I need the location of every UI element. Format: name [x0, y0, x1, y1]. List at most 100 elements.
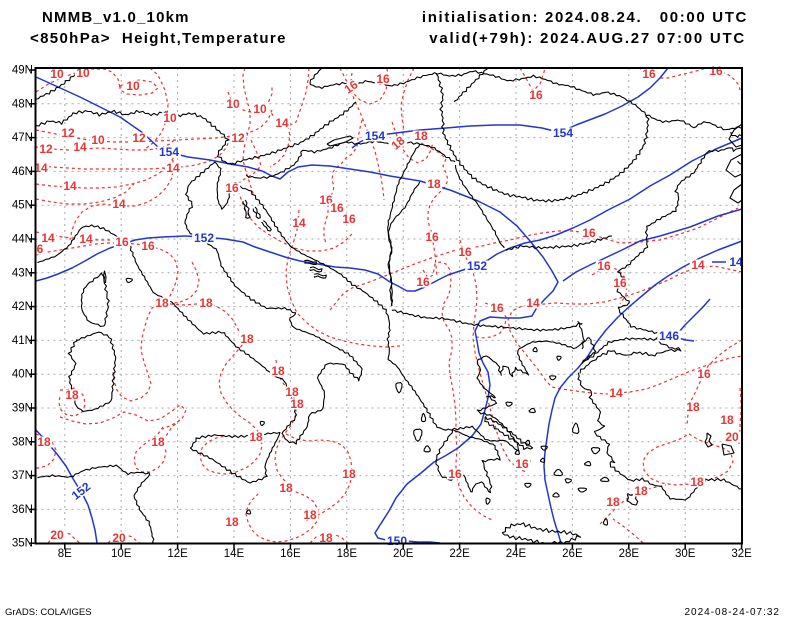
- svg-text:18: 18: [225, 515, 239, 529]
- svg-text:22E: 22E: [449, 548, 470, 560]
- svg-text:NMMB_v1.0_10km: NMMB_v1.0_10km: [42, 9, 190, 26]
- svg-text:14: 14: [609, 386, 623, 400]
- svg-text:18: 18: [285, 385, 299, 399]
- svg-text:44N: 44N: [12, 234, 33, 246]
- svg-text:16: 16: [425, 230, 439, 244]
- svg-text:18: 18: [155, 296, 169, 310]
- svg-text:16E: 16E: [280, 548, 301, 560]
- svg-text:14E: 14E: [224, 548, 245, 560]
- svg-text:18: 18: [65, 388, 79, 402]
- svg-text:18: 18: [319, 531, 333, 545]
- svg-text:10: 10: [163, 111, 177, 125]
- svg-text:37N: 37N: [12, 470, 33, 482]
- svg-text:18: 18: [634, 484, 648, 498]
- svg-text:16: 16: [597, 259, 611, 273]
- svg-text:30E: 30E: [675, 548, 696, 560]
- svg-text:18: 18: [720, 413, 734, 427]
- svg-text:12: 12: [132, 131, 146, 145]
- svg-text:35N: 35N: [12, 538, 33, 550]
- svg-text:26E: 26E: [562, 548, 583, 560]
- svg-text:154: 154: [365, 129, 385, 143]
- svg-text:<850hPa> Height,Temperature: <850hPa> Height,Temperature: [30, 30, 287, 47]
- svg-text:18: 18: [414, 129, 428, 143]
- svg-text:43N: 43N: [12, 267, 33, 279]
- svg-text:146: 146: [659, 329, 679, 343]
- svg-text:14: 14: [691, 258, 705, 272]
- svg-text:16: 16: [416, 275, 430, 289]
- svg-text:18: 18: [303, 508, 317, 522]
- svg-text:16: 16: [697, 367, 711, 381]
- svg-text:36N: 36N: [12, 504, 33, 516]
- svg-text:18: 18: [290, 397, 304, 411]
- svg-text:20E: 20E: [393, 548, 414, 560]
- svg-text:150: 150: [387, 534, 407, 548]
- svg-text:10: 10: [253, 102, 267, 116]
- svg-text:6: 6: [37, 242, 44, 256]
- svg-text:16: 16: [458, 245, 472, 259]
- svg-text:10: 10: [91, 133, 105, 147]
- svg-text:initialisation: 2024.08.24.: initialisation: 2024.08.24. 00:00 UTC: [422, 9, 748, 26]
- svg-text:39N: 39N: [12, 403, 33, 415]
- svg-text:42N: 42N: [12, 301, 33, 313]
- svg-text:18: 18: [606, 495, 620, 509]
- svg-text:38N: 38N: [12, 436, 33, 448]
- svg-text:16: 16: [225, 181, 239, 195]
- svg-text:GrADS: COLA/IGES: GrADS: COLA/IGES: [5, 607, 92, 618]
- svg-text:154: 154: [553, 126, 573, 140]
- svg-text:47N: 47N: [12, 132, 33, 144]
- svg-text:154: 154: [159, 145, 179, 159]
- svg-text:24E: 24E: [506, 548, 527, 560]
- svg-text:18: 18: [686, 400, 700, 414]
- svg-text:20: 20: [725, 430, 739, 444]
- svg-text:10: 10: [50, 67, 64, 81]
- svg-text:16: 16: [490, 301, 504, 315]
- svg-text:10: 10: [126, 79, 140, 93]
- svg-text:14: 14: [79, 232, 93, 246]
- svg-text:12: 12: [61, 126, 75, 140]
- svg-text:18: 18: [342, 467, 356, 481]
- svg-text:14: 14: [292, 216, 306, 230]
- svg-text:12: 12: [231, 131, 245, 145]
- svg-text:20: 20: [50, 528, 64, 542]
- svg-text:10: 10: [226, 97, 240, 111]
- svg-text:18: 18: [199, 296, 213, 310]
- svg-text:18E: 18E: [337, 548, 358, 560]
- svg-text:16: 16: [613, 276, 627, 290]
- svg-text:18: 18: [240, 332, 254, 346]
- svg-text:14: 14: [112, 197, 126, 211]
- svg-text:16: 16: [141, 239, 155, 253]
- svg-text:12E: 12E: [167, 548, 188, 560]
- svg-text:41N: 41N: [12, 335, 33, 347]
- svg-text:40N: 40N: [12, 369, 33, 381]
- svg-text:16: 16: [642, 67, 656, 81]
- svg-text:14: 14: [34, 161, 48, 175]
- svg-text:16: 16: [582, 226, 596, 240]
- svg-text:16: 16: [115, 235, 129, 249]
- svg-text:152: 152: [194, 231, 214, 245]
- svg-text:16: 16: [709, 64, 723, 78]
- svg-text:20: 20: [112, 531, 126, 545]
- svg-text:14: 14: [526, 296, 540, 310]
- svg-text:28E: 28E: [619, 548, 640, 560]
- svg-text:10E: 10E: [111, 548, 132, 560]
- svg-text:16: 16: [376, 72, 390, 86]
- svg-text:16: 16: [448, 467, 462, 481]
- svg-text:16: 16: [529, 88, 543, 102]
- svg-text:46N: 46N: [12, 166, 33, 178]
- svg-text:18: 18: [427, 177, 441, 191]
- svg-text:49N: 49N: [12, 65, 33, 77]
- svg-text:10: 10: [76, 66, 90, 80]
- svg-text:14: 14: [73, 140, 87, 154]
- svg-text:14: 14: [275, 116, 289, 130]
- svg-text:14: 14: [729, 255, 743, 269]
- svg-text:18: 18: [37, 435, 51, 449]
- svg-text:18: 18: [249, 430, 263, 444]
- svg-text:45N: 45N: [12, 200, 33, 212]
- svg-text:2024-08-24-07:32: 2024-08-24-07:32: [684, 607, 780, 618]
- svg-text:14: 14: [41, 231, 55, 245]
- svg-text:14: 14: [63, 179, 77, 193]
- svg-text:8E: 8E: [58, 548, 72, 560]
- svg-text:48N: 48N: [12, 98, 33, 110]
- svg-text:18: 18: [279, 481, 293, 495]
- svg-text:16: 16: [330, 201, 344, 215]
